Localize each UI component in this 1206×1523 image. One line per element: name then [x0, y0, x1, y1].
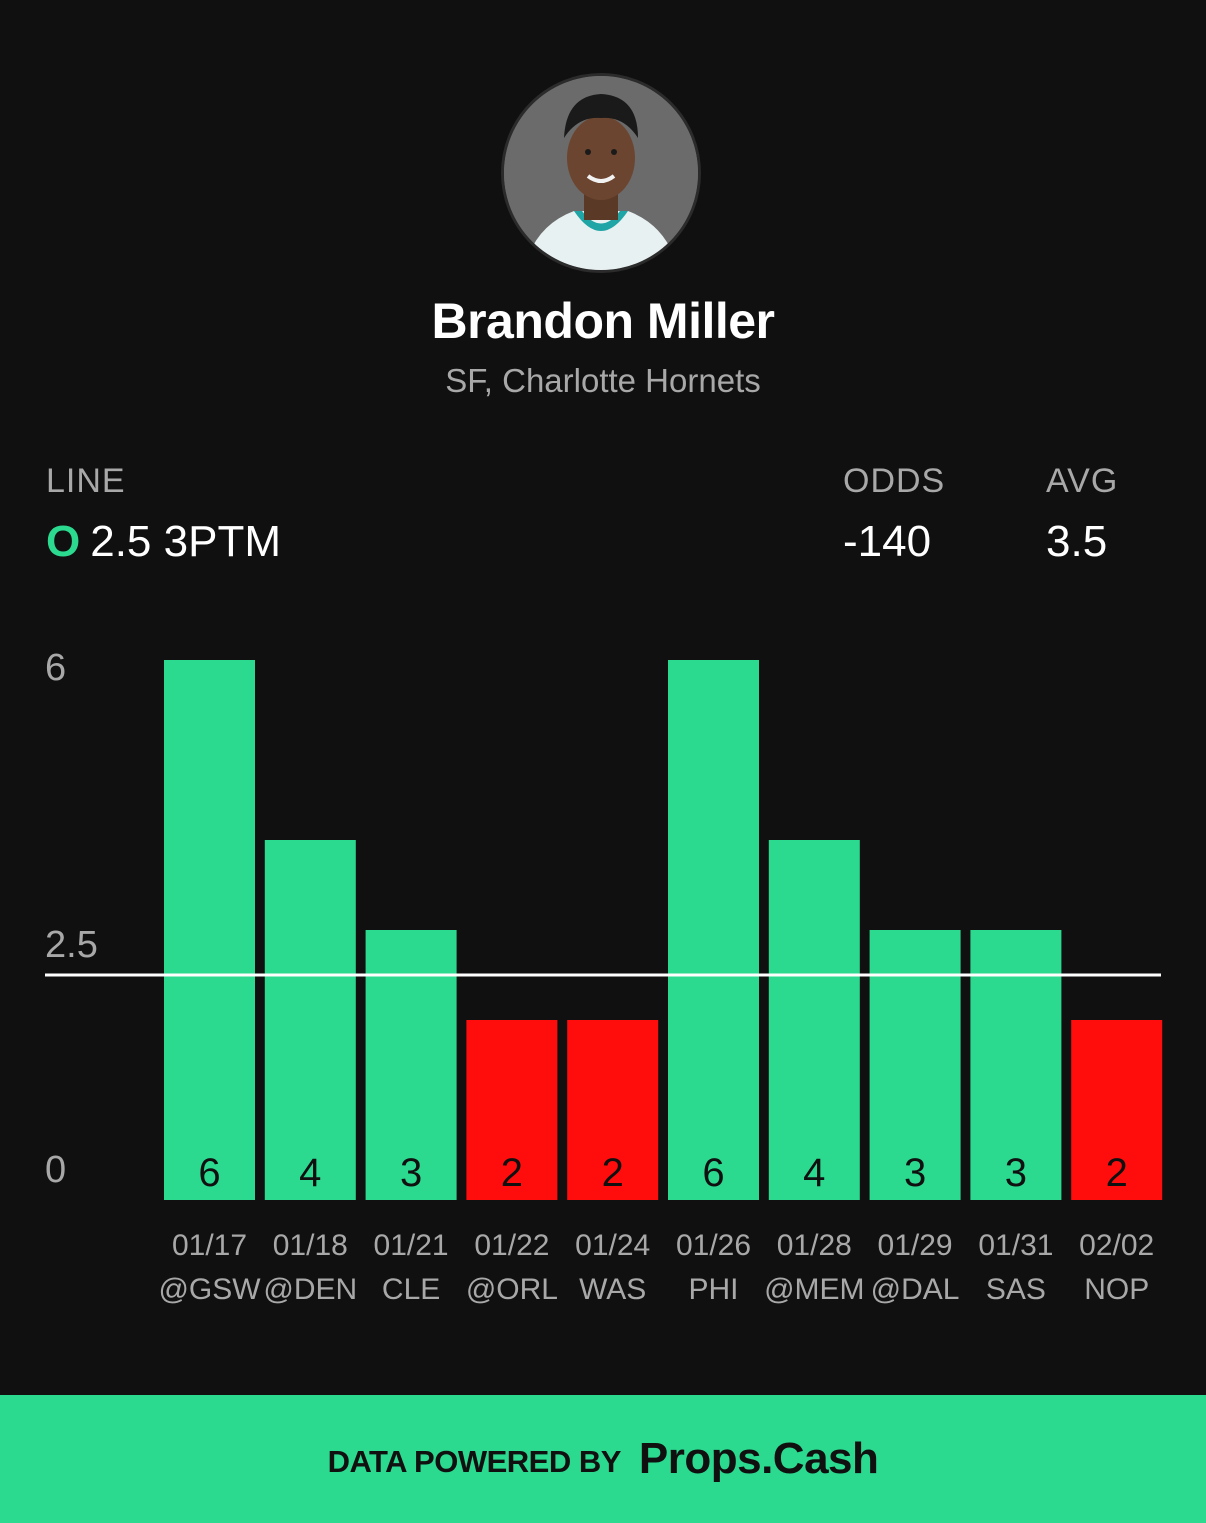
y-tick-label: 0: [45, 1149, 66, 1191]
bar-value-label: 6: [702, 1151, 724, 1195]
x-tick-date: 01/21: [374, 1229, 449, 1262]
bar: [768, 840, 860, 1200]
y-tick-label: 2.5: [45, 924, 98, 966]
x-tick-date: 01/28: [777, 1229, 852, 1262]
x-tick-opponent: @MEM: [764, 1273, 864, 1306]
bar: [164, 660, 255, 1200]
player-name: Brandon Miller: [431, 293, 775, 349]
player-avatar: [501, 73, 701, 273]
player-position-team: SF, Charlotte Hornets: [445, 362, 761, 399]
x-tick-date: 02/02: [1079, 1229, 1154, 1262]
bar: [567, 1020, 659, 1200]
y-tick-label: 6: [45, 647, 66, 689]
bar-value-label: 2: [501, 1151, 523, 1195]
bar-value-label: 3: [904, 1151, 926, 1195]
x-tick-opponent: NOP: [1084, 1273, 1149, 1306]
bar-value-label: 3: [400, 1151, 422, 1195]
bar-value-label: 2: [1106, 1151, 1128, 1195]
bar-value-label: 6: [198, 1151, 220, 1195]
x-tick-opponent: @DEN: [263, 1273, 357, 1306]
footer-powered-by: DATA POWERED BY: [327, 1444, 622, 1479]
footer-banner: DATA POWERED BY Props.Cash: [0, 1395, 1206, 1523]
game-log-bar-chart: 6 2.5 0 6 01/17 @GSW 4 01/18 @DEN 3 01/21 CLE 2 01/22…: [45, 647, 1163, 1306]
x-tick-date: 01/18: [273, 1229, 348, 1262]
x-tick-opponent: WAS: [579, 1273, 646, 1306]
avg-value: 3.5: [1046, 517, 1108, 566]
bar-value-label: 4: [803, 1151, 825, 1195]
bar: [264, 840, 356, 1200]
x-tick-date: 01/29: [878, 1229, 953, 1262]
line-value-group: O 2.5 3PTM: [46, 517, 281, 567]
x-tick-opponent: CLE: [382, 1273, 440, 1306]
x-tick-date: 01/24: [575, 1229, 650, 1262]
x-tick-opponent: PHI: [688, 1273, 738, 1306]
x-tick-date: 01/31: [978, 1229, 1053, 1262]
line-label: LINE: [46, 462, 126, 500]
odds-label: ODDS: [843, 462, 946, 500]
odds-value: -140: [843, 517, 932, 566]
footer-brand-logo: Props.Cash: [638, 1434, 879, 1483]
line-value: 2.5 3PTM: [90, 517, 281, 566]
x-tick-date: 01/22: [474, 1229, 549, 1262]
x-tick-date: 01/26: [676, 1229, 751, 1262]
avg-label: AVG: [1046, 462, 1119, 500]
bar: [668, 660, 759, 1200]
x-tick-date: 01/17: [172, 1229, 247, 1262]
bar-value-label: 4: [299, 1151, 321, 1195]
bar: [1071, 1020, 1163, 1200]
bar-value-label: 2: [602, 1151, 624, 1195]
x-tick-opponent: SAS: [986, 1273, 1046, 1306]
bar-value-label: 3: [1005, 1151, 1027, 1195]
bar: [466, 1020, 558, 1200]
x-tick-opponent: @ORL: [466, 1273, 558, 1306]
over-indicator: O: [46, 517, 81, 566]
x-tick-opponent: @GSW: [158, 1273, 261, 1306]
x-tick-opponent: @DAL: [871, 1273, 960, 1306]
